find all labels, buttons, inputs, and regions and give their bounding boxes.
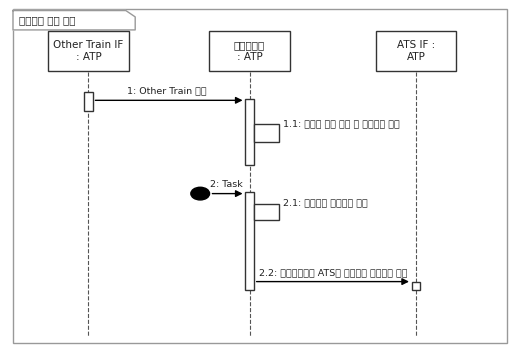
FancyBboxPatch shape — [209, 31, 290, 71]
Circle shape — [191, 187, 210, 200]
Text: 1.1: 리소스 상태 관리 및 선행열차 관리: 1.1: 리소스 상태 관리 및 선행열차 관리 — [283, 119, 400, 128]
FancyBboxPatch shape — [84, 92, 93, 111]
Text: 리소스관리
: ATP: 리소스관리 : ATP — [234, 40, 265, 62]
Text: 2.2: 타임아웃이면 ATS로 선행열차 통신두절 보고: 2.2: 타임아웃이면 ATS로 선행열차 통신두절 보고 — [258, 268, 407, 277]
Text: 2.1: 선행열차 타임아웃 감시: 2.1: 선행열차 타임아웃 감시 — [283, 199, 368, 208]
FancyBboxPatch shape — [13, 9, 507, 343]
FancyBboxPatch shape — [245, 99, 254, 165]
FancyBboxPatch shape — [375, 31, 457, 71]
Polygon shape — [13, 11, 135, 30]
FancyBboxPatch shape — [245, 192, 254, 290]
Text: Other Train IF
: ATP: Other Train IF : ATP — [53, 40, 124, 62]
Text: 선행열차 통신 관리: 선행열차 통신 관리 — [19, 15, 76, 25]
FancyBboxPatch shape — [254, 204, 279, 220]
Text: 2: Task: 2: Task — [210, 180, 242, 189]
Text: ATS IF :
ATP: ATS IF : ATP — [397, 40, 435, 62]
FancyBboxPatch shape — [254, 124, 279, 142]
FancyBboxPatch shape — [48, 31, 129, 71]
FancyBboxPatch shape — [412, 282, 420, 290]
Text: 1: Other Train 정보: 1: Other Train 정보 — [126, 86, 206, 95]
